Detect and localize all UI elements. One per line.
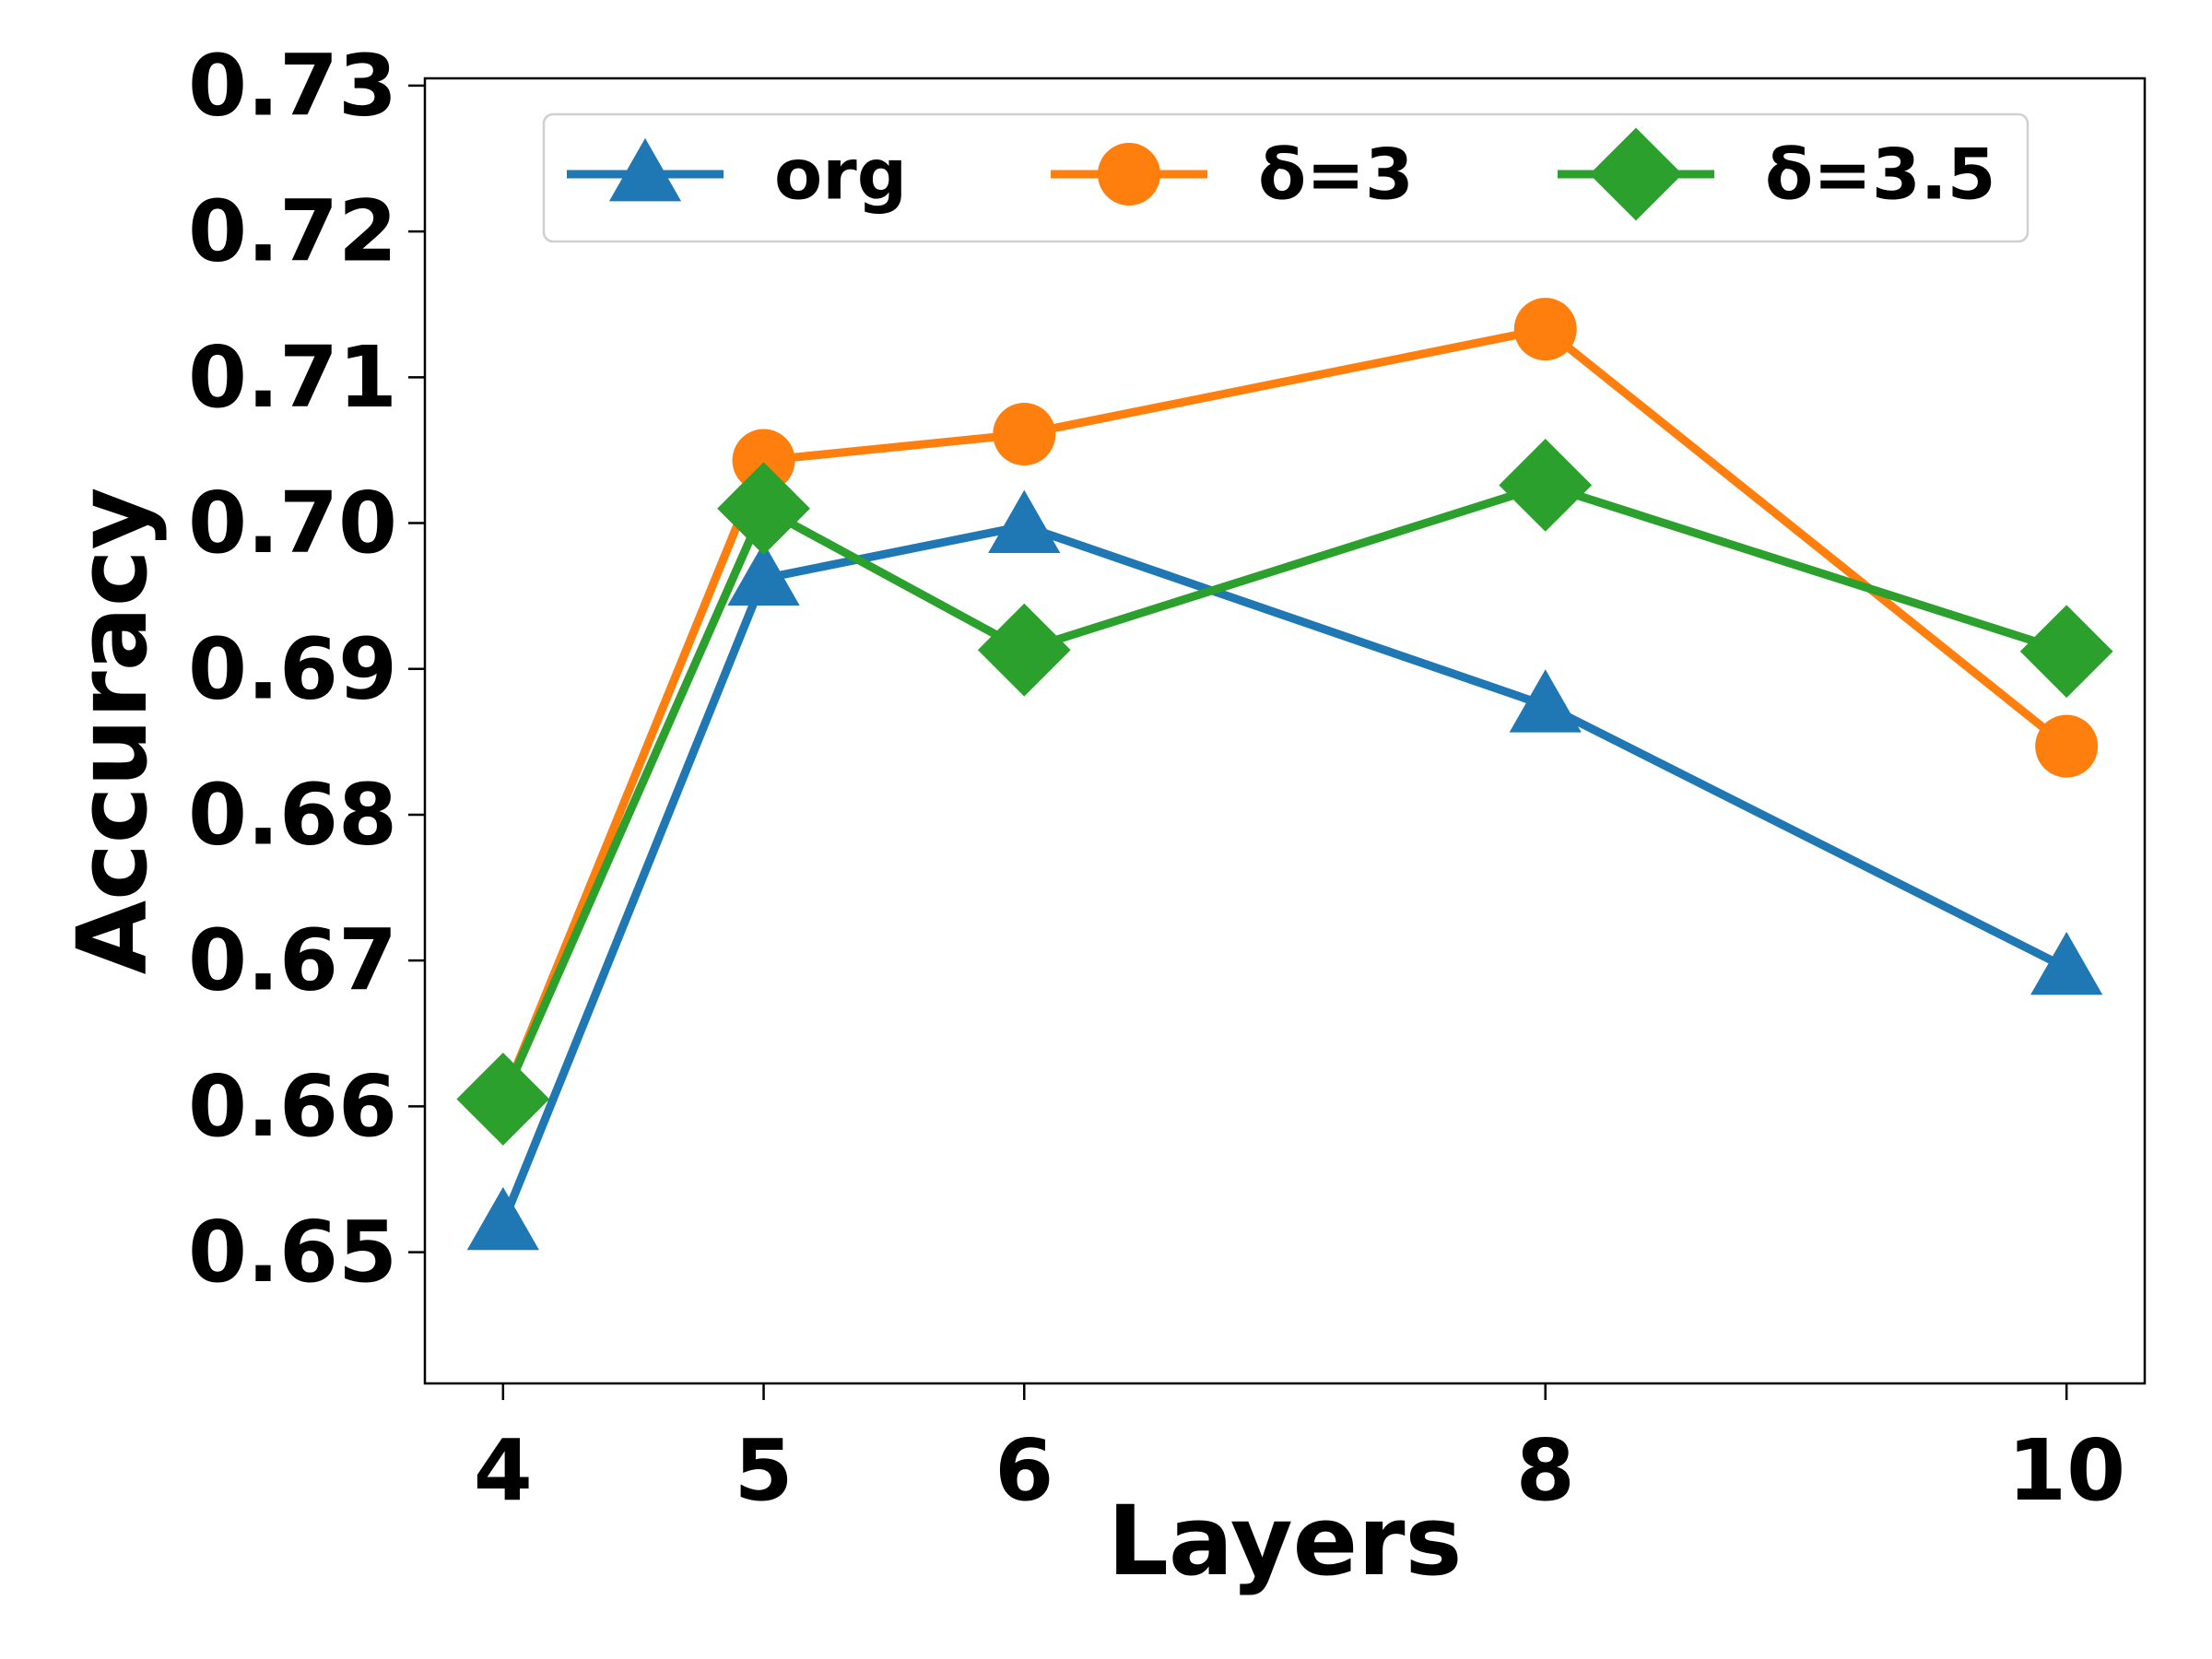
data-point-1-3	[1513, 298, 1577, 361]
y-tick-label: 0.70	[188, 474, 397, 572]
legend-label-2: δ=3.5	[1765, 134, 1996, 216]
data-point-0-1	[727, 542, 800, 606]
data-point-2-1	[717, 462, 810, 556]
legend-marker-0	[608, 137, 682, 202]
y-tick-label: 0.68	[188, 765, 397, 864]
y-tick-label: 0.65	[188, 1203, 397, 1301]
y-ticks: 0.65 0.66 0.67 0.68 0.69 0.70 0.71 0.72 0.73	[188, 36, 425, 1301]
legend-box	[542, 112, 2030, 243]
data-point-0-4	[2030, 931, 2103, 995]
plot-area	[425, 78, 2145, 1383]
legend-marker-1	[1098, 143, 1160, 206]
data-point-0-0	[466, 1186, 539, 1251]
x-tick-label: 10	[2007, 1421, 2125, 1520]
x-tick-label: 4	[474, 1421, 533, 1520]
y-tick-label: 0.72	[188, 182, 397, 281]
y-tick-label: 0.67	[188, 912, 397, 1010]
x-tick-label: 8	[1516, 1421, 1575, 1520]
data-point-1-4	[2035, 714, 2099, 778]
data-point-2-2	[977, 603, 1071, 697]
y-axis-label: Accuracy	[56, 488, 169, 975]
legend-marker-2	[1589, 127, 1683, 221]
y-tick-label: 0.71	[188, 328, 397, 427]
legend-label-1: δ=3	[1258, 134, 1414, 216]
plot-frame	[423, 76, 2147, 1385]
data-point-2-4	[2019, 605, 2113, 699]
data-point-2-0	[456, 1053, 550, 1146]
y-tick-label: 0.69	[188, 619, 397, 718]
data-point-2-3	[1499, 439, 1593, 532]
x-tick-label: 6	[994, 1421, 1053, 1520]
y-tick-label: 0.73	[188, 36, 397, 135]
x-axis-label: Layers	[1108, 1485, 1463, 1597]
y-tick-label: 0.66	[188, 1057, 397, 1156]
data-point-0-3	[1509, 669, 1582, 733]
data-point-1-2	[993, 403, 1056, 466]
data-point-0-2	[988, 489, 1061, 554]
legend-label-0: org	[774, 134, 907, 216]
x-ticks: 4 5 6 8 10	[474, 1383, 2125, 1520]
x-tick-label: 5	[735, 1421, 794, 1520]
series-markers	[456, 298, 2113, 1251]
data-point-1-1	[732, 429, 795, 492]
legend: org δ=3 δ=3.5	[542, 112, 2030, 243]
